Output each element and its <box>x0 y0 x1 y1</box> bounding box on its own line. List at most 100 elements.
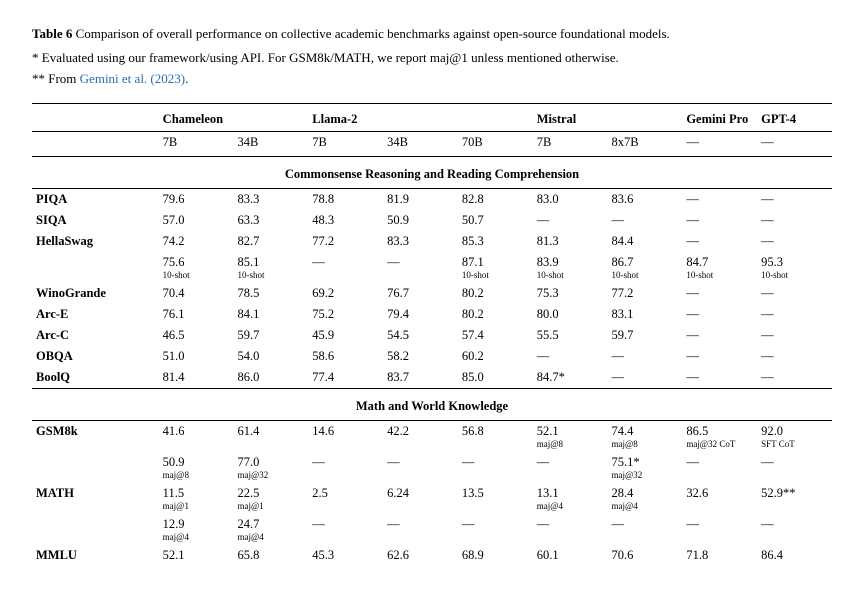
row-label: MMLU <box>32 545 159 566</box>
table-cell: 59.7 <box>608 325 683 346</box>
table-cell: 46.5 <box>159 325 234 346</box>
table-row: 50.9maj@877.0maj@32————75.1*maj@32—— <box>32 452 832 483</box>
table-row: HellaSwag74.282.777.283.385.381.384.4—— <box>32 231 832 252</box>
table-cell: — <box>608 210 683 231</box>
row-label: SIQA <box>32 210 159 231</box>
table-cell: — <box>682 514 757 545</box>
model-mistral: Mistral <box>533 103 683 131</box>
table-cell: 75.2 <box>308 304 383 325</box>
table-cell: — <box>757 188 832 210</box>
table-cell: 42.2 <box>383 420 458 452</box>
table-cell: 68.9 <box>458 545 533 566</box>
table-cell: 81.4 <box>159 367 234 389</box>
table-cell: 85.110-shot <box>233 252 308 283</box>
table-cell: 83.910-shot <box>533 252 608 283</box>
benchmark-table: Chameleon Llama-2 Mistral Gemini Pro GPT… <box>32 103 832 566</box>
table-cell: 2.5 <box>308 483 383 514</box>
table-cell: 86.5maj@32 CoT <box>682 420 757 452</box>
table-row: 75.610-shot85.110-shot——87.110-shot83.91… <box>32 252 832 283</box>
table-cell: 41.6 <box>159 420 234 452</box>
row-label: BoolQ <box>32 367 159 389</box>
table-cell: — <box>608 514 683 545</box>
row-label: OBQA <box>32 346 159 367</box>
table-cell: — <box>383 252 458 283</box>
model-gpt4: GPT-4 <box>757 103 832 131</box>
table-cell: 45.9 <box>308 325 383 346</box>
table-cell: 70.4 <box>159 283 234 304</box>
row-label: WinoGrande <box>32 283 159 304</box>
table-cell: — <box>757 304 832 325</box>
table-cell: 22.5maj@1 <box>233 483 308 514</box>
table-cell: — <box>308 252 383 283</box>
table-cell: 45.3 <box>308 545 383 566</box>
table-cell: 48.3 <box>308 210 383 231</box>
table-cell: 86.0 <box>233 367 308 389</box>
table-row: Arc-C46.559.745.954.557.455.559.7—— <box>32 325 832 346</box>
table-cell: 58.6 <box>308 346 383 367</box>
table-cell: — <box>533 210 608 231</box>
table-cell: — <box>757 452 832 483</box>
table-cell: — <box>533 452 608 483</box>
table-cell: 77.4 <box>308 367 383 389</box>
row-label: HellaSwag <box>32 231 159 252</box>
table-row: PIQA79.683.378.881.982.883.083.6—— <box>32 188 832 210</box>
footnote-1: * Evaluated using our framework/using AP… <box>32 48 832 68</box>
table-cell: 76.7 <box>383 283 458 304</box>
table-cell: 54.5 <box>383 325 458 346</box>
section-header-commonsense: Commonsense Reasoning and Reading Compre… <box>32 156 832 188</box>
table-cell: 83.7 <box>383 367 458 389</box>
table-caption: Table 6 Comparison of overall performanc… <box>32 24 832 44</box>
table-cell: — <box>682 452 757 483</box>
table-cell: 62.6 <box>383 545 458 566</box>
table-cell: 50.9 <box>383 210 458 231</box>
table-cell: 85.0 <box>458 367 533 389</box>
table-cell: 75.1*maj@32 <box>608 452 683 483</box>
table-cell: 32.6 <box>682 483 757 514</box>
citation-link[interactable]: Gemini et al. (2023) <box>80 71 185 86</box>
table-cell: 58.2 <box>383 346 458 367</box>
table-row: WinoGrande70.478.569.276.780.275.377.2—— <box>32 283 832 304</box>
table-cell: 12.9maj@4 <box>159 514 234 545</box>
table-cell: 78.8 <box>308 188 383 210</box>
table-cell: 87.110-shot <box>458 252 533 283</box>
table-cell: 74.4maj@8 <box>608 420 683 452</box>
table-cell: — <box>682 367 757 389</box>
table-row: MATH11.5maj@122.5maj@12.56.2413.513.1maj… <box>32 483 832 514</box>
table-cell: 75.610-shot <box>159 252 234 283</box>
table-cell: 84.4 <box>608 231 683 252</box>
table-cell: 74.2 <box>159 231 234 252</box>
table-cell: 84.7* <box>533 367 608 389</box>
table-cell: 81.3 <box>533 231 608 252</box>
row-label: GSM8k <box>32 420 159 452</box>
table-cell: 77.2 <box>608 283 683 304</box>
table-cell: — <box>308 452 383 483</box>
table-cell: 52.9** <box>757 483 832 514</box>
table-cell: — <box>757 346 832 367</box>
table-cell: — <box>682 325 757 346</box>
table-cell: 61.4 <box>233 420 308 452</box>
table-cell: 75.3 <box>533 283 608 304</box>
table-cell: 52.1maj@8 <box>533 420 608 452</box>
table-cell: 50.9maj@8 <box>159 452 234 483</box>
row-label <box>32 252 159 283</box>
table-cell: 13.5 <box>458 483 533 514</box>
table-cell: 79.4 <box>383 304 458 325</box>
table-cell: 92.0SFT CoT <box>757 420 832 452</box>
table-cell: 11.5maj@1 <box>159 483 234 514</box>
table-cell: — <box>682 283 757 304</box>
table-row: SIQA57.063.348.350.950.7———— <box>32 210 832 231</box>
table-cell: 83.1 <box>608 304 683 325</box>
table-cell: 63.3 <box>233 210 308 231</box>
table-cell: 83.6 <box>608 188 683 210</box>
table-cell: 60.1 <box>533 545 608 566</box>
table-row: Arc-E76.184.175.279.480.280.083.1—— <box>32 304 832 325</box>
table-row: OBQA51.054.058.658.260.2———— <box>32 346 832 367</box>
table-cell: 83.3 <box>233 188 308 210</box>
section-header-math: Math and World Knowledge <box>32 388 832 420</box>
table-cell: — <box>757 283 832 304</box>
table-cell: 57.4 <box>458 325 533 346</box>
table-cell: 79.6 <box>159 188 234 210</box>
table-cell: 76.1 <box>159 304 234 325</box>
table-cell: 54.0 <box>233 346 308 367</box>
table-cell: 83.0 <box>533 188 608 210</box>
